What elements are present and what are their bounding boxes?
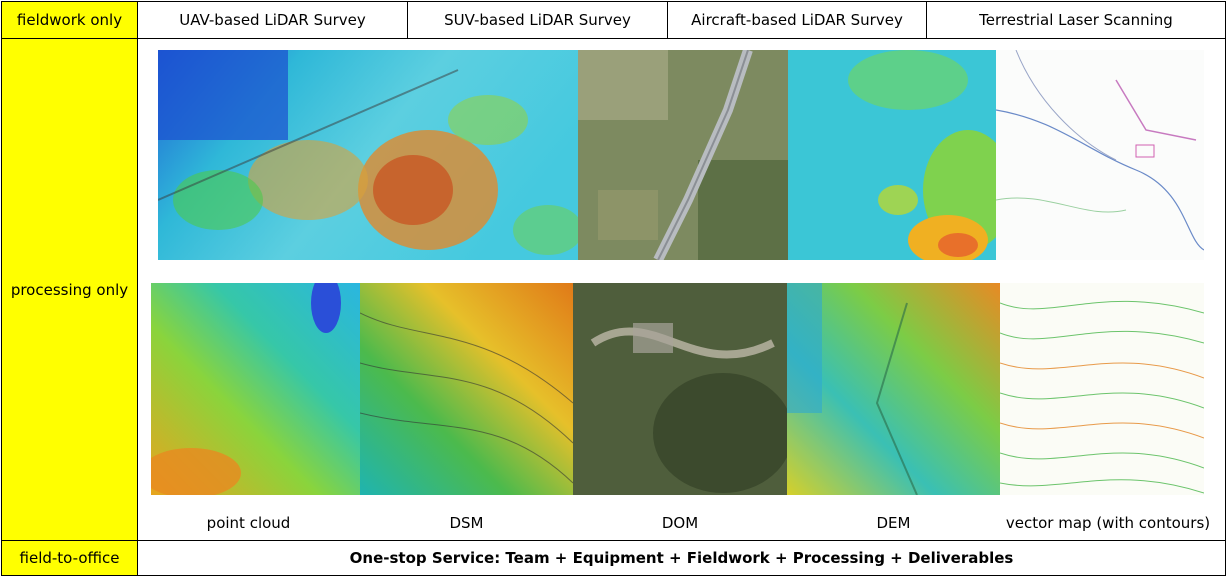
- service-suv-lidar: SUV-based LiDAR Survey: [407, 1, 668, 39]
- one-stop-service-text: One-stop Service: Team + Equipment + Fie…: [349, 549, 1014, 567]
- terrestrial-scan-image: [996, 50, 1204, 260]
- service-label: SUV-based LiDAR Survey: [444, 11, 631, 29]
- caption-dem: DEM: [787, 512, 1000, 534]
- aircraft-lidar-image: [788, 50, 996, 260]
- service-label: Aircraft-based LiDAR Survey: [691, 11, 903, 29]
- caption-dsm: DSM: [360, 512, 573, 534]
- suv-lidar-image: [578, 50, 788, 260]
- vector-map-image: [1000, 283, 1204, 495]
- row-header-processing-label: processing only: [10, 280, 129, 299]
- row-header-fieldwork: fieldwork only: [1, 1, 138, 39]
- one-stop-service-banner: One-stop Service: Team + Equipment + Fie…: [137, 540, 1226, 576]
- caption-dom: DOM: [573, 512, 787, 534]
- service-label: Terrestrial Laser Scanning: [979, 11, 1173, 29]
- service-uav-lidar: UAV-based LiDAR Survey: [137, 1, 408, 39]
- caption-label: DOM: [661, 514, 699, 532]
- row-header-field-to-office: field-to-office: [1, 540, 138, 576]
- caption-point-cloud: point cloud: [151, 512, 346, 534]
- row-header-fieldwork-label: fieldwork only: [16, 11, 123, 29]
- caption-label: vector map (with contours): [1005, 514, 1211, 532]
- caption-vector-map: vector map (with contours): [1003, 512, 1213, 534]
- caption-label: point cloud: [206, 514, 291, 532]
- service-label: UAV-based LiDAR Survey: [179, 11, 366, 29]
- caption-label: DSM: [449, 514, 484, 532]
- dom-image: [573, 283, 787, 495]
- dem-image: [787, 283, 1000, 495]
- row-header-processing: processing only: [1, 38, 138, 541]
- dsm-image: [360, 283, 573, 495]
- point-cloud-image: [151, 283, 360, 495]
- service-terrestrial-scanning: Terrestrial Laser Scanning: [926, 1, 1226, 39]
- caption-label: DEM: [876, 514, 911, 532]
- row-header-field-to-office-label: field-to-office: [19, 549, 120, 567]
- service-aircraft-lidar: Aircraft-based LiDAR Survey: [667, 1, 927, 39]
- uav-lidar-image: [158, 50, 578, 260]
